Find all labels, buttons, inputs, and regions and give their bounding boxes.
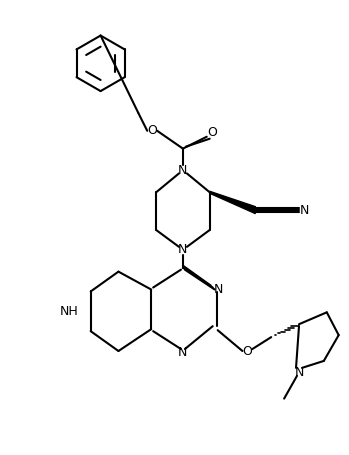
Text: N: N [178, 347, 188, 359]
Text: NH: NH [59, 305, 78, 318]
Text: O: O [147, 124, 157, 137]
Text: O: O [243, 344, 252, 358]
Text: N: N [299, 204, 309, 217]
Text: N: N [214, 283, 223, 296]
Text: N: N [178, 164, 188, 177]
Polygon shape [210, 191, 255, 213]
Text: O: O [207, 126, 217, 139]
Text: N: N [178, 243, 188, 256]
Text: N: N [294, 366, 304, 379]
